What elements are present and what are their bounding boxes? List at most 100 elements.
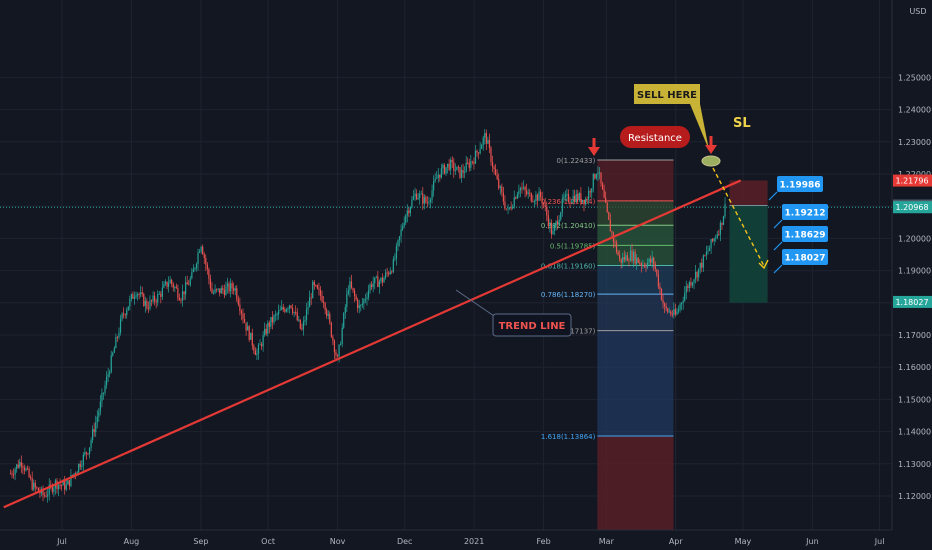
candle-body: [9, 473, 12, 475]
candle-body: [178, 297, 181, 301]
candle-body: [87, 453, 89, 455]
candle-body: [690, 282, 692, 286]
candle-body: [195, 264, 198, 269]
candle-body: [402, 226, 404, 230]
candle-body: [405, 215, 407, 223]
candle-body: [26, 468, 29, 470]
candle-body: [296, 312, 298, 321]
target-tag: [782, 204, 828, 220]
candle-body: [446, 163, 449, 168]
candle-body: [631, 250, 633, 261]
candle-body: [493, 166, 495, 169]
candle-body: [428, 202, 430, 204]
candle-body: [245, 322, 247, 331]
candle-body: [372, 283, 374, 288]
candle-body: [149, 300, 151, 309]
candle-body: [721, 222, 723, 225]
candle-body: [569, 201, 571, 203]
candle-body: [242, 313, 244, 319]
candle-body: [532, 201, 534, 203]
candle-body: [310, 297, 312, 299]
candle-body: [240, 310, 243, 314]
candle-body: [335, 352, 337, 356]
candle-body: [281, 307, 283, 310]
candle-body: [329, 313, 331, 323]
candle-body: [30, 477, 32, 479]
candle-body: [567, 193, 570, 202]
candle-body: [141, 292, 143, 294]
candle-body: [530, 193, 532, 202]
candle-body: [397, 240, 399, 247]
candle-body: [116, 337, 119, 338]
candle-body: [332, 336, 334, 341]
short-position-tool[interactable]: [729, 180, 768, 303]
candle-body: [90, 440, 92, 448]
candle-body: [640, 263, 642, 267]
candle-body: [601, 183, 604, 190]
candle-body: [665, 306, 667, 309]
candle-body: [353, 290, 356, 297]
candle-body: [343, 313, 345, 328]
candle-body: [51, 485, 53, 492]
candle-body: [367, 290, 370, 298]
candle-body: [716, 234, 718, 238]
candle-body: [243, 318, 246, 323]
candle-body: [496, 174, 498, 180]
candle-body: [340, 344, 342, 345]
candle-body: [318, 288, 320, 290]
candle-body: [529, 192, 531, 194]
candle-body: [671, 314, 673, 316]
fibonacci-retracement[interactable]: 0(1.22433)0.236(1.21164)0.382(1.20410)0.…: [541, 157, 674, 530]
candle-body: [293, 312, 295, 313]
candle-body: [157, 294, 159, 303]
candle-body: [222, 287, 224, 291]
candle-body: [722, 216, 725, 225]
candle-body: [78, 463, 80, 473]
price-tag-label: 1.20968: [895, 203, 928, 212]
candle-body: [250, 332, 252, 340]
candle-body: [20, 462, 22, 467]
candle-body: [140, 292, 142, 295]
candle-body: [674, 309, 677, 315]
candle-body: [248, 326, 250, 340]
candle-body: [459, 167, 461, 178]
candle-body: [135, 295, 137, 297]
candle-body: [127, 306, 129, 311]
candle-body: [349, 281, 351, 291]
candle-body: [581, 199, 584, 203]
candle-body: [708, 248, 711, 251]
candle-body: [160, 293, 162, 297]
candle-body: [450, 159, 452, 170]
candle-body: [57, 484, 60, 490]
candle-body: [453, 162, 455, 171]
candle-body: [247, 326, 249, 331]
candle-body: [547, 215, 549, 227]
fib-level-label: 0.5(1.19785): [550, 242, 596, 250]
fib-level-label: 0(1.22433): [556, 157, 595, 165]
candle-body: [491, 162, 494, 167]
candle-body: [620, 258, 622, 263]
time-tick-label: 2021: [464, 537, 484, 546]
candle-body: [433, 181, 435, 191]
candle-body: [217, 288, 219, 290]
candle-body: [344, 307, 346, 314]
candle-body: [361, 303, 363, 306]
candle-body: [634, 251, 636, 264]
candle-body: [166, 281, 168, 287]
candle-body: [594, 174, 596, 179]
candle-body: [123, 313, 125, 315]
candle-body: [553, 225, 556, 231]
candle-body: [259, 344, 261, 346]
candle-body: [572, 195, 574, 202]
trend-line[interactable]: [3, 179, 742, 509]
price-tick-label: 1.14000: [898, 428, 931, 437]
candle-body: [615, 242, 618, 252]
time-scale[interactable]: Jul Aug Sep Oct Nov Dec 2021 Feb Mar Apr May Jun Jul: [56, 537, 884, 546]
candle-body: [136, 294, 139, 296]
candle-body: [228, 283, 230, 292]
candle-body: [691, 282, 694, 286]
price-tick-label: 1.20000: [898, 234, 931, 243]
target-tag: [782, 249, 828, 265]
candle-body: [164, 281, 167, 285]
